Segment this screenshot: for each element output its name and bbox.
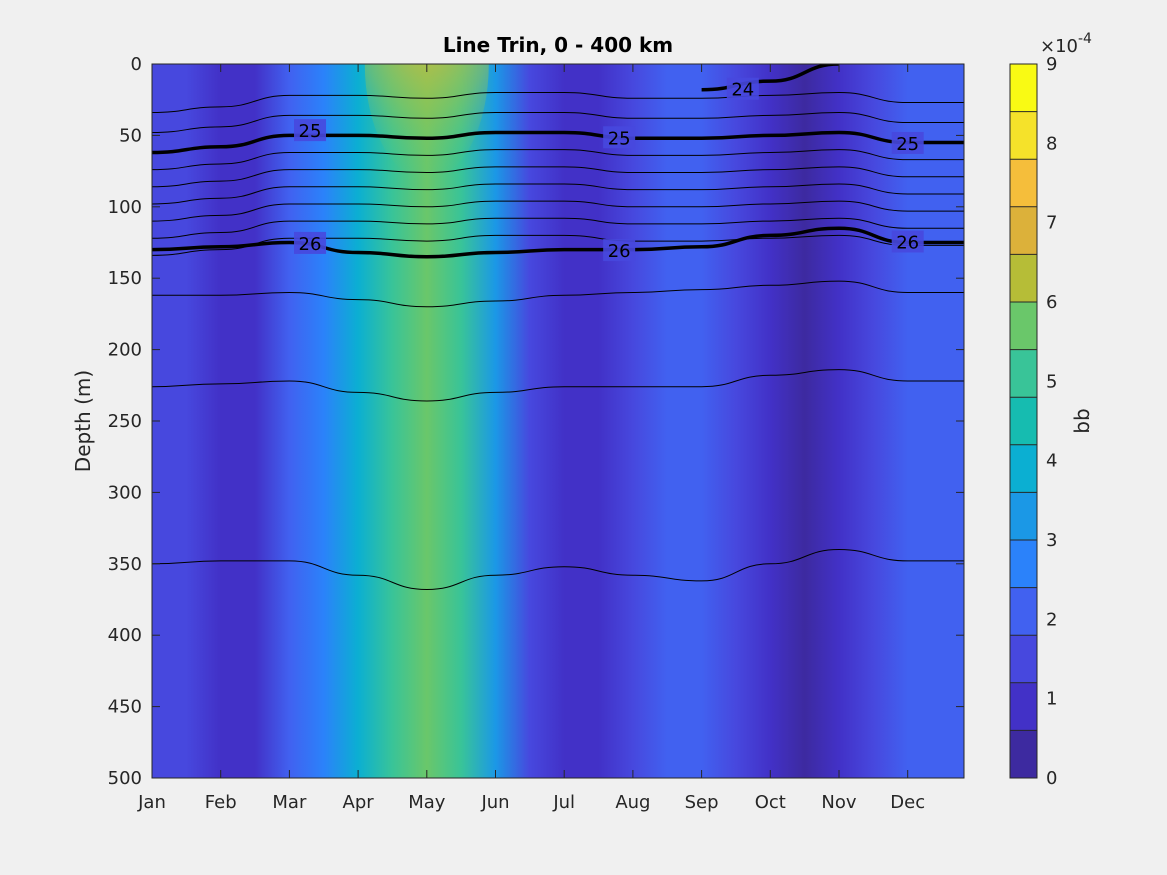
colorbar-exponent-power: -4 bbox=[1078, 31, 1092, 47]
contour-label-bg bbox=[603, 239, 636, 262]
colorbar: 0 1 2 3 4 5 6 7 8 9 ×10-4 bb bbox=[1009, 31, 1094, 789]
contour-line-thin-upper bbox=[152, 200, 964, 222]
x-tick-label: Oct bbox=[755, 792, 786, 813]
contour-label-bg bbox=[294, 119, 327, 142]
colorbar-level bbox=[1010, 635, 1037, 684]
y-tick-label: 450 bbox=[108, 697, 142, 718]
colorbar-exponent-base: ×10 bbox=[1040, 36, 1078, 57]
x-tick-label: Apr bbox=[343, 792, 375, 813]
y-tick-label: 250 bbox=[108, 411, 142, 432]
colorbar-level bbox=[1010, 682, 1037, 731]
contour-label-bg bbox=[294, 231, 327, 254]
colorbar-tick-label: 9 bbox=[1046, 54, 1057, 75]
contour-line-thin-upper bbox=[152, 217, 964, 239]
contour-label-25: 25 bbox=[608, 128, 631, 149]
colorbar-level bbox=[1010, 254, 1037, 303]
colorbar-tick-label: 6 bbox=[1046, 292, 1057, 313]
heatmap-field bbox=[152, 64, 964, 778]
contour-label-24: 24 bbox=[731, 80, 754, 101]
y-tick-label: 350 bbox=[108, 554, 142, 575]
colorbar-level bbox=[1010, 302, 1037, 351]
colorbar-level bbox=[1010, 349, 1037, 398]
colorbar-tick-label: 3 bbox=[1046, 530, 1057, 551]
contour-label-bg bbox=[726, 77, 759, 100]
contour-line-thin-3 bbox=[152, 280, 964, 308]
colorbar-tick-label: 7 bbox=[1046, 213, 1057, 234]
y-tick-label: 400 bbox=[108, 625, 142, 646]
colorbar-tick-label: 4 bbox=[1046, 451, 1057, 472]
x-tick-label: Jul bbox=[552, 792, 575, 813]
contour-line-thin-upper bbox=[152, 149, 964, 171]
contour-line-thin-upper bbox=[152, 166, 964, 188]
contour-label-25: 25 bbox=[299, 121, 322, 142]
contour-line-25 bbox=[152, 130, 964, 155]
contour-label-26: 26 bbox=[608, 241, 631, 262]
colorbar-level bbox=[1010, 540, 1037, 589]
x-tick-label: Mar bbox=[272, 792, 307, 813]
colorbar-level bbox=[1010, 492, 1037, 541]
contour-labels: 25 25 25 26 26 26 24 bbox=[294, 77, 924, 262]
y-tick-label: 300 bbox=[108, 482, 142, 503]
colorbar-tick-label: 1 bbox=[1046, 689, 1057, 710]
colorbar-level bbox=[1010, 730, 1037, 779]
colorbar-level bbox=[1010, 111, 1037, 160]
x-tick-label: Feb bbox=[205, 792, 237, 813]
colorbar-level bbox=[1010, 397, 1037, 446]
x-tick-label: Nov bbox=[821, 792, 856, 813]
colorbar-tick-label: 2 bbox=[1046, 609, 1057, 630]
colorbar-level bbox=[1010, 64, 1037, 113]
density-contours bbox=[152, 64, 964, 591]
colorbar-tick-label: 5 bbox=[1046, 371, 1057, 392]
colorbar-label: bb bbox=[1070, 408, 1094, 433]
x-tick-label: Jun bbox=[480, 792, 509, 813]
contour-line-thin-upper bbox=[152, 183, 964, 205]
y-tick-label: 200 bbox=[108, 340, 142, 361]
y-tick-label: 0 bbox=[131, 54, 142, 75]
y-axis-label: Depth (m) bbox=[71, 370, 95, 472]
colorbar-tick-label: 0 bbox=[1046, 768, 1057, 789]
x-axis: Jan Feb Mar Apr May Jun Jul Aug Sep Oct Nov Dec bbox=[137, 64, 925, 813]
chart-title: Line Trin, 0 - 400 km bbox=[443, 33, 673, 57]
y-tick-label: 50 bbox=[119, 125, 142, 146]
y-axis: 0 50 100 150 200 250 300 350 400 450 500 bbox=[108, 54, 964, 789]
plot-area: 25 25 25 26 26 26 24 bbox=[151, 63, 965, 779]
x-tick-label: Jan bbox=[137, 792, 166, 813]
y-tick-label: 500 bbox=[108, 768, 142, 789]
contour-label-bg bbox=[891, 131, 924, 154]
y-tick-label: 100 bbox=[108, 197, 142, 218]
contour-line-thin-upper bbox=[152, 92, 964, 114]
contour-label-26: 26 bbox=[299, 234, 322, 255]
x-tick-label: Sep bbox=[685, 792, 719, 813]
colorbar-level bbox=[1010, 444, 1037, 493]
contour-label-bg bbox=[891, 230, 924, 253]
contour-line-24 bbox=[701, 64, 840, 92]
colorbar-tick-label: 8 bbox=[1046, 133, 1057, 154]
contour-label-bg bbox=[603, 126, 636, 149]
colorbar-level bbox=[1010, 159, 1037, 208]
colorbar-frame bbox=[1009, 63, 1038, 779]
contour-label-26: 26 bbox=[896, 233, 919, 254]
surface-bloom-patch bbox=[364, 64, 489, 180]
colorbar-level bbox=[1010, 587, 1037, 636]
contour-line-thin-upper bbox=[152, 112, 964, 134]
x-tick-label: May bbox=[408, 792, 446, 813]
contour-line-thin-5 bbox=[152, 548, 964, 591]
y-tick-label: 150 bbox=[108, 268, 142, 289]
colorbar-level bbox=[1010, 206, 1037, 255]
x-tick-label: Aug bbox=[615, 792, 650, 813]
contour-line-thin-upper bbox=[152, 234, 964, 256]
contour-line-thin-4 bbox=[152, 369, 964, 402]
colorbar-exponent: ×10-4 bbox=[1040, 31, 1092, 57]
contour-label-25: 25 bbox=[896, 134, 919, 155]
x-tick-label: Dec bbox=[890, 792, 925, 813]
